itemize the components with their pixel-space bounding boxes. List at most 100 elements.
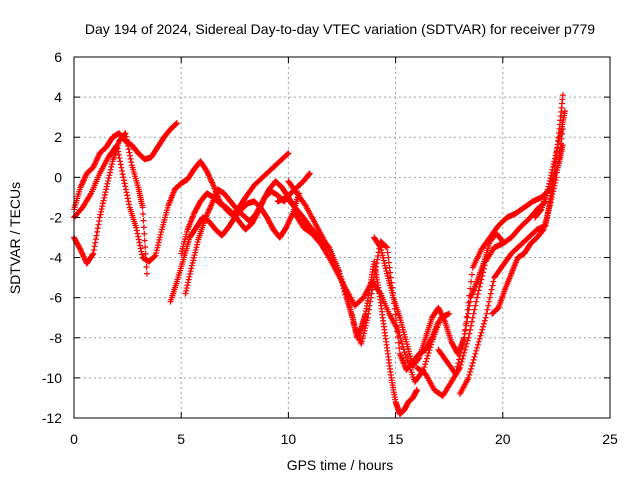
data-point xyxy=(125,146,132,153)
data-point xyxy=(155,242,162,249)
data-point xyxy=(402,352,409,359)
data-point xyxy=(468,271,475,278)
data-point xyxy=(468,322,475,329)
data-point xyxy=(464,306,471,313)
data-point xyxy=(471,353,478,360)
data-point xyxy=(194,239,201,246)
data-point xyxy=(101,191,108,198)
data-point xyxy=(482,314,489,321)
data-point xyxy=(190,257,197,264)
y-tick-label: -12 xyxy=(42,410,62,426)
data-point xyxy=(414,386,421,393)
data-point xyxy=(135,233,142,240)
data-point xyxy=(173,120,180,127)
data-point xyxy=(101,194,108,201)
data-point xyxy=(489,282,496,289)
data-point xyxy=(152,252,159,259)
data-point xyxy=(382,262,389,269)
x-tick-label: 0 xyxy=(70,431,78,447)
data-point xyxy=(375,252,382,259)
data-point xyxy=(551,182,558,189)
data-point xyxy=(397,335,404,342)
data-point xyxy=(378,247,385,254)
data-point xyxy=(382,265,389,272)
y-tick-label: 6 xyxy=(54,49,62,65)
data-point xyxy=(371,274,378,281)
data-point xyxy=(380,257,387,264)
data-series xyxy=(285,178,442,373)
data-point xyxy=(141,237,148,244)
data-series xyxy=(71,130,150,277)
data-point xyxy=(124,192,131,199)
data-point xyxy=(480,265,487,272)
data-point xyxy=(188,265,195,272)
data-point xyxy=(363,319,370,326)
data-point xyxy=(96,218,103,225)
data-point xyxy=(474,291,481,298)
data-point xyxy=(470,356,477,363)
y-tick-label: 0 xyxy=(54,169,62,185)
data-point xyxy=(457,349,464,356)
data-point xyxy=(547,199,554,206)
data-point xyxy=(422,361,429,368)
data-point xyxy=(466,292,473,299)
data-point xyxy=(480,320,487,327)
x-axis-ticks: 0 5 10 15 20 25 xyxy=(70,57,618,447)
data-point xyxy=(468,365,475,372)
data-point xyxy=(467,368,474,375)
data-point xyxy=(185,276,192,283)
data-point xyxy=(548,172,555,179)
data-point xyxy=(140,217,147,224)
data-point xyxy=(153,247,160,254)
data-series xyxy=(71,120,180,213)
data-point xyxy=(94,225,101,232)
data-series xyxy=(291,210,453,385)
data-point xyxy=(143,270,150,277)
data-point xyxy=(384,249,391,256)
data-point xyxy=(349,314,356,321)
data-point xyxy=(103,183,110,190)
data-point xyxy=(561,108,568,115)
data-point xyxy=(105,177,112,184)
data-point xyxy=(89,251,96,258)
data-point xyxy=(158,229,165,236)
data-point xyxy=(186,271,193,278)
data-point xyxy=(189,259,196,266)
y-tick-label: 2 xyxy=(54,129,62,145)
data-point xyxy=(464,314,471,321)
data-point xyxy=(362,322,369,329)
data-point xyxy=(350,319,357,326)
data-point xyxy=(467,285,474,292)
data-point xyxy=(468,278,475,285)
data-point xyxy=(107,169,114,176)
data-point xyxy=(381,260,388,267)
y-tick-label: -4 xyxy=(50,250,63,266)
data-point xyxy=(480,269,487,276)
data-point xyxy=(360,330,367,337)
data-point xyxy=(122,186,129,193)
data-point xyxy=(113,142,120,149)
data-point xyxy=(494,305,501,312)
data-point xyxy=(488,286,495,293)
data-point xyxy=(151,253,158,260)
data-point xyxy=(474,294,481,301)
y-tick-label: -6 xyxy=(50,290,63,306)
data-point xyxy=(97,211,104,218)
data-point xyxy=(107,166,114,173)
data-point xyxy=(553,147,560,154)
data-point xyxy=(463,340,470,347)
data-point xyxy=(479,273,486,280)
data-point xyxy=(383,267,390,274)
data-point xyxy=(126,201,133,208)
data-point xyxy=(546,177,553,184)
y-tick-label: -10 xyxy=(42,370,62,386)
data-point xyxy=(557,133,564,140)
plot-frame xyxy=(73,56,611,419)
data-point xyxy=(481,262,488,269)
data-point xyxy=(548,169,555,176)
data-point xyxy=(192,249,199,256)
data-point xyxy=(384,244,391,251)
data-point xyxy=(372,267,379,274)
data-series xyxy=(456,92,566,397)
data-point xyxy=(125,198,132,205)
